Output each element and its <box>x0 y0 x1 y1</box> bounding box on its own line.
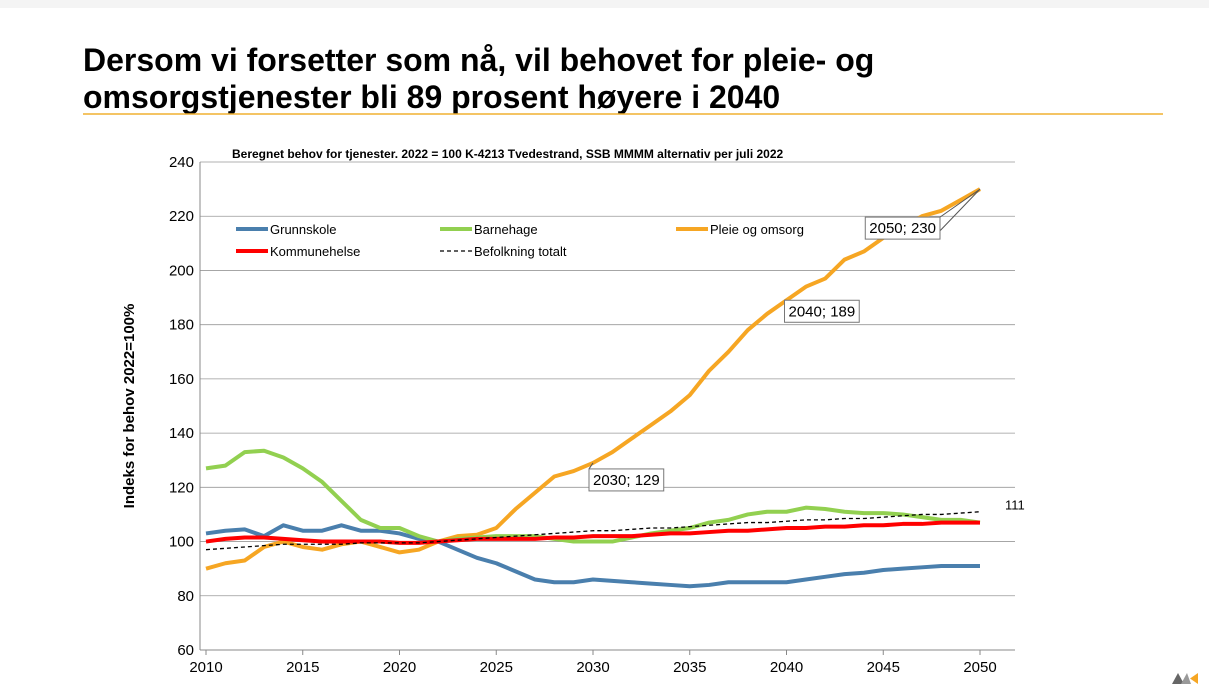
y-tick-label: 60 <box>177 642 194 659</box>
x-tick-label: 2040 <box>770 659 803 676</box>
leader-line <box>588 462 594 470</box>
y-tick-label: 160 <box>169 371 194 388</box>
data-label: 2030; 129 <box>593 472 660 489</box>
y-tick-label: 180 <box>169 317 194 334</box>
data-label: 2040; 189 <box>789 303 856 320</box>
series-line <box>205 511 981 551</box>
x-tick-label: 2025 <box>480 659 513 676</box>
y-tick-label: 100 <box>169 534 194 551</box>
x-tick-label: 2010 <box>189 659 222 676</box>
title-line: omsorgstjenester bli 89 prosent høyere i… <box>83 79 780 115</box>
legend-label: Befolkning totalt <box>474 244 567 259</box>
y-tick-label: 140 <box>169 425 194 442</box>
y-tick-label: 200 <box>169 262 194 279</box>
logo <box>1172 673 1198 684</box>
title-line: Dersom vi forsetter som nå, vil behovet … <box>83 42 874 78</box>
legend-label: Pleie og omsorg <box>710 222 804 237</box>
label-box <box>588 468 665 492</box>
y-tick-label: 80 <box>177 588 194 605</box>
legend-label: Barnehage <box>474 222 538 237</box>
legend-label: Kommunehelse <box>270 244 360 259</box>
label-box <box>784 299 860 323</box>
series-line <box>205 187 981 571</box>
top-strip <box>0 0 1209 8</box>
x-tick-label: 2015 <box>286 659 319 676</box>
y-tick-label: 240 <box>169 154 194 171</box>
data-label: 111 <box>1005 498 1025 513</box>
y-tick-label: 220 <box>169 208 194 225</box>
chart-subtitle: Beregnet behov for tjenester. 2022 = 100… <box>232 147 784 161</box>
x-tick-label: 2035 <box>673 659 706 676</box>
x-tick-label: 2020 <box>383 659 416 676</box>
legend-label: Grunnskole <box>270 222 336 237</box>
series-line <box>205 448 981 544</box>
y-tick-label: 120 <box>169 479 194 496</box>
x-tick-label: 2030 <box>576 659 609 676</box>
series-line <box>205 523 980 589</box>
x-tick-label: 2050 <box>963 659 996 676</box>
y-axis-label: Indeks for behov 2022=100% <box>121 304 138 509</box>
label-box <box>864 216 941 240</box>
series-line <box>205 520 980 545</box>
data-label: 2050; 230 <box>869 220 936 237</box>
leader-line <box>939 188 981 218</box>
x-tick-label: 2045 <box>867 659 900 676</box>
